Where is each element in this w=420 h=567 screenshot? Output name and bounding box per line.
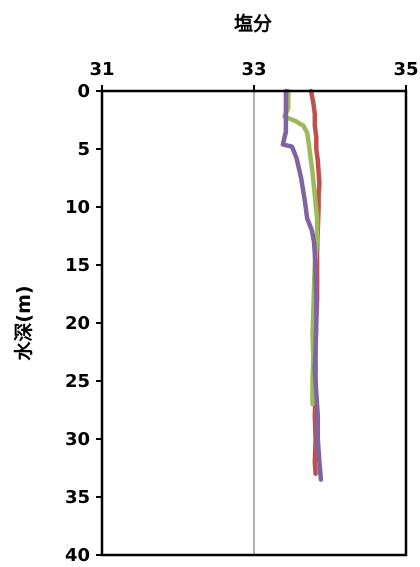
series-lines <box>280 88 324 482</box>
x-tick-label-0: 31 <box>89 59 114 80</box>
y-tick-label-5: 25 <box>65 371 90 392</box>
x-tick-label-2: 35 <box>393 59 418 80</box>
y-tick-label-4: 20 <box>65 313 90 334</box>
y-tick-label-0: 0 <box>77 81 90 102</box>
y-tick-label-2: 10 <box>65 197 90 218</box>
tick-labels: 31 33 35 0 5 10 15 20 25 30 35 40 <box>65 59 419 566</box>
y-tick-label-6: 30 <box>65 429 90 450</box>
x-tick-label-1: 33 <box>241 59 266 80</box>
chart-title: 塩分 <box>234 12 272 35</box>
y-tick-label-8: 40 <box>65 545 90 566</box>
y-axis-label: 水深(m) <box>12 285 35 360</box>
y-tick-label-3: 15 <box>65 255 90 276</box>
y-tick-label-1: 5 <box>77 139 90 160</box>
axes <box>96 85 408 557</box>
y-tick-label-7: 35 <box>65 487 90 508</box>
series-line-2 <box>282 88 320 407</box>
series-line-3 <box>280 88 324 482</box>
